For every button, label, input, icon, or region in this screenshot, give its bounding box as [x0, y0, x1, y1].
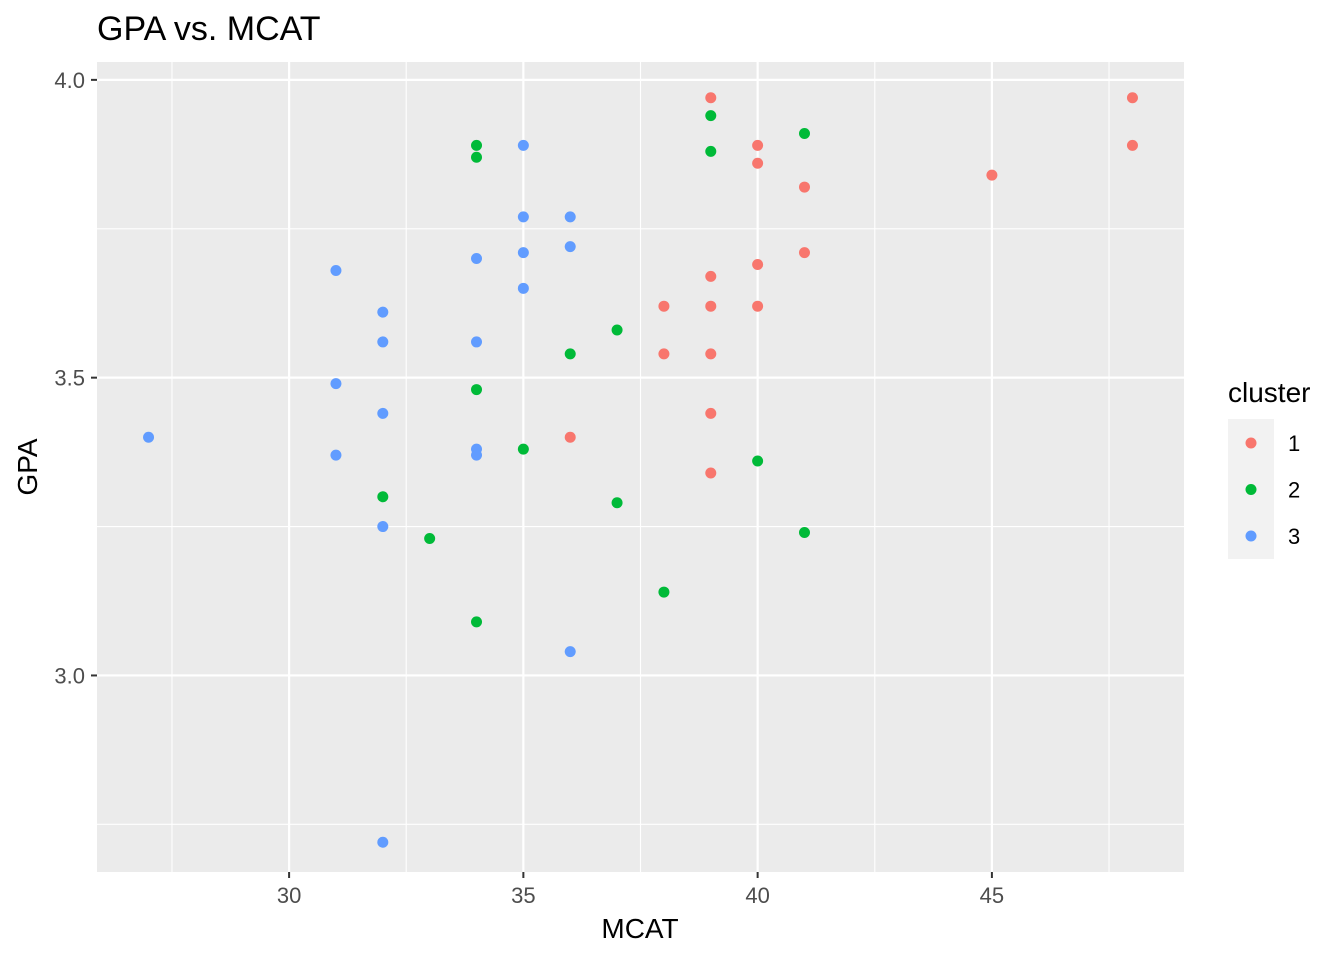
- data-point-cluster-3: [377, 836, 389, 848]
- data-point-cluster-3: [471, 253, 483, 265]
- data-point-cluster-1: [705, 407, 717, 419]
- data-point-cluster-2: [798, 527, 810, 539]
- data-point-cluster-1: [752, 139, 764, 151]
- data-point-cluster-3: [377, 336, 389, 348]
- data-point-cluster-2: [424, 532, 436, 544]
- legend-swatch-2: [1245, 484, 1257, 495]
- y-axis: 3.0 3.5 4.0: [54, 68, 97, 688]
- x-axis-title: MCAT: [601, 913, 678, 944]
- legend-label-2: 2: [1288, 478, 1300, 503]
- data-point-cluster-3: [517, 211, 529, 223]
- data-point-cluster-1: [705, 467, 717, 479]
- x-tick-label: 40: [745, 883, 769, 908]
- data-point-cluster-2: [752, 455, 764, 467]
- x-tick-label: 35: [511, 883, 535, 908]
- minor-gridlines: [97, 62, 1184, 872]
- data-point-cluster-3: [564, 211, 576, 223]
- data-point-cluster-1: [705, 270, 717, 282]
- data-point-cluster-3: [330, 378, 342, 390]
- data-point-cluster-2: [377, 491, 389, 503]
- data-point-cluster-3: [377, 306, 389, 318]
- data-point-cluster-1: [564, 431, 576, 443]
- data-point-cluster-2: [611, 324, 623, 336]
- data-point-cluster-2: [798, 127, 810, 139]
- data-point-cluster-3: [564, 646, 576, 658]
- y-tick-label: 4.0: [54, 68, 85, 93]
- legend-label-1: 1: [1288, 431, 1300, 456]
- major-gridlines: [97, 62, 1184, 872]
- chart-title: GPA vs. MCAT: [97, 10, 321, 48]
- data-point-cluster-1: [986, 169, 998, 181]
- data-point-cluster-1: [705, 92, 717, 104]
- data-point-cluster-2: [471, 151, 483, 163]
- data-point-cluster-3: [377, 521, 389, 533]
- data-point-cluster-3: [377, 407, 389, 419]
- data-point-cluster-3: [330, 264, 342, 276]
- legend-label-3: 3: [1288, 524, 1300, 549]
- data-point-cluster-2: [471, 384, 483, 396]
- data-point-cluster-3: [517, 139, 529, 151]
- data-point-cluster-1: [752, 300, 764, 312]
- legend-swatch-1: [1245, 437, 1257, 449]
- data-point-cluster-3: [471, 336, 483, 348]
- data-point-cluster-3: [143, 431, 155, 443]
- data-point-cluster-2: [517, 443, 529, 455]
- data-point-cluster-2: [705, 110, 717, 122]
- data-points: [143, 92, 1138, 848]
- data-point-cluster-1: [798, 247, 810, 259]
- data-point-cluster-1: [658, 348, 670, 360]
- data-point-cluster-1: [752, 259, 764, 270]
- data-point-cluster-3: [517, 282, 529, 294]
- y-axis-title: GPA: [12, 438, 43, 495]
- data-point-cluster-3: [471, 449, 483, 461]
- data-point-cluster-3: [564, 241, 576, 253]
- y-tick-label: 3.0: [54, 663, 85, 688]
- data-point-cluster-1: [1126, 139, 1138, 151]
- data-point-cluster-1: [752, 157, 764, 169]
- data-point-cluster-1: [705, 300, 717, 312]
- legend-swatch-3: [1245, 530, 1257, 542]
- data-point-cluster-2: [658, 586, 670, 598]
- data-point-cluster-1: [658, 300, 670, 312]
- data-point-cluster-2: [705, 145, 717, 157]
- data-point-cluster-2: [471, 616, 483, 628]
- data-point-cluster-1: [705, 348, 717, 360]
- x-tick-label: 45: [980, 883, 1004, 908]
- data-point-cluster-1: [798, 181, 810, 193]
- legend: cluster 1 2 3: [1228, 377, 1310, 559]
- data-point-cluster-3: [330, 449, 342, 461]
- data-point-cluster-3: [517, 247, 529, 259]
- legend-title: cluster: [1228, 377, 1310, 408]
- x-tick-label: 30: [277, 883, 301, 908]
- x-axis: 30 35 40 45: [277, 872, 1004, 908]
- y-tick-label: 3.5: [54, 366, 85, 391]
- data-point-cluster-2: [471, 139, 483, 151]
- data-point-cluster-2: [611, 497, 623, 509]
- data-point-cluster-2: [564, 348, 576, 360]
- data-point-cluster-1: [1126, 92, 1138, 104]
